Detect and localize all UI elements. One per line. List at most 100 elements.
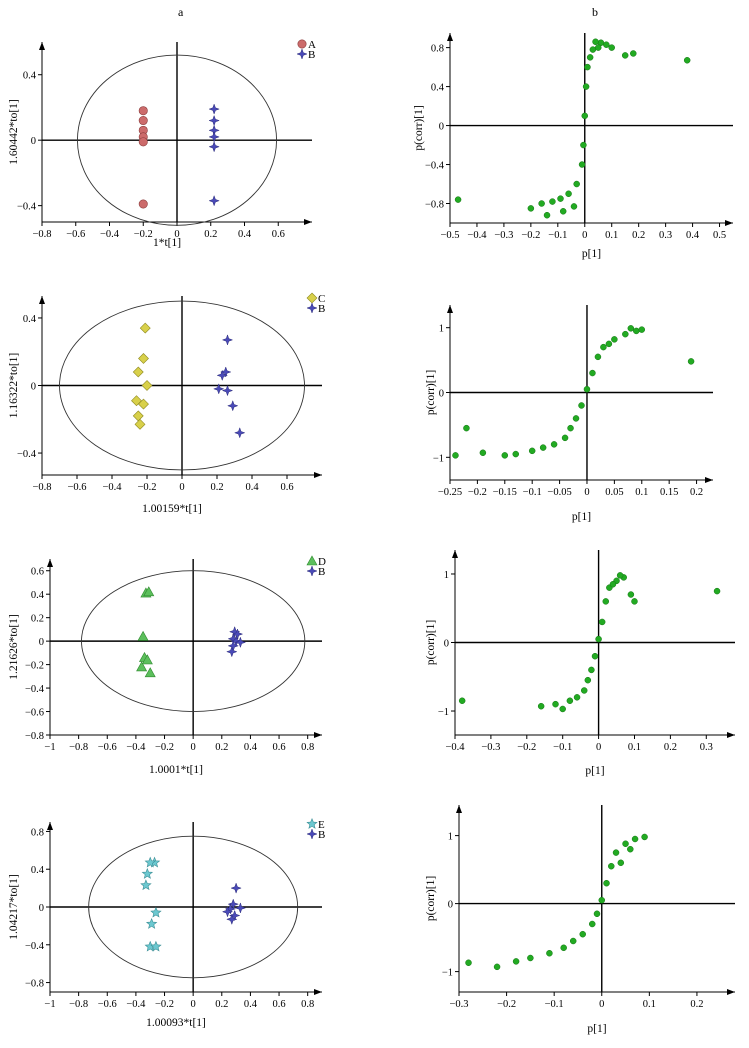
x-tick-label: −0.3 [449,999,468,1010]
panel-label-a: a [178,5,184,19]
x-tick-label: −0.2 [134,229,153,240]
x-axis-arrow [314,732,322,738]
hotelling-ellipse [81,570,306,712]
data-point [132,366,144,378]
legend-label-B: B [318,303,325,315]
x-tick-label: 0.1 [643,999,656,1010]
data-point [612,849,620,856]
legend-marker-B [306,828,318,840]
data-point [588,666,595,674]
y-tick-label: 0.4 [23,71,37,82]
series-1 [465,833,648,971]
x-tick-label: 0.4 [686,230,700,241]
x-tick-label: −0.4 [467,230,487,241]
data-point [627,325,635,332]
y-axis-arrow [39,296,45,304]
x-axis-arrow [304,219,312,225]
x-tick-label: 0 [179,482,184,493]
data-point [609,581,617,588]
x-tick-label: 0 [191,999,196,1010]
data-point [713,587,721,595]
x-tick-label: 0.05 [605,487,623,498]
legend-label-C: C [318,293,325,305]
data-point [141,380,153,391]
x-tick-label: 0 [599,999,604,1010]
data-point [567,424,574,432]
data-point [578,161,586,168]
data-point [621,52,629,59]
data-point [630,50,637,57]
data-point [234,636,247,649]
data-point [581,112,589,120]
data-point [221,905,234,918]
x-axis-title: p[1] [585,765,604,777]
legend-label-B: B [318,566,325,578]
x-tick-label: −0.2 [521,230,540,241]
x-tick-label: 0.2 [215,999,228,1010]
data-point [595,635,602,643]
y-axis-arrow [47,822,53,830]
x-tick-label: 0.6 [280,482,293,493]
x-tick-label: 0.15 [660,487,678,498]
x-axis-arrow [727,989,735,995]
data-point [578,402,585,409]
legend-label-D: D [318,556,326,568]
y-tick-label: −0.8 [25,979,44,990]
x-tick-label: −0.5 [440,230,459,241]
y-tick-label: 0 [439,389,444,400]
x-tick-label: 0.2 [215,742,228,753]
legend-marker-B [306,302,318,314]
data-point [144,856,156,868]
y-axis-title: 1.04217*to[1] [8,874,20,939]
series-D [136,586,156,678]
x-tick-label: −0.8 [69,742,88,753]
y-tick-label: −0.4 [25,941,45,952]
y-tick-label: 0 [31,382,36,393]
chart-1: −0.8 −0.6 −0.4 −0.2 0 0.2 0.4 0.6 −0.4 0 0.4 1*t[1]… [8,39,316,249]
x-tick-label: −0.2 [155,999,174,1010]
data-point [633,327,640,335]
x-tick-label: 0 [191,742,196,753]
x-tick-label: 0.1 [605,230,618,241]
data-point [138,137,148,147]
data-point [565,190,572,198]
x-tick-label: 0.5 [713,230,726,241]
y-axis-arrow [447,305,453,313]
x-tick-label: 0.3 [700,742,713,753]
legend-label-B: B [318,829,325,841]
y-tick-label: −1 [438,707,449,718]
data-point [550,441,558,448]
series-B [208,103,220,207]
x-tick-label: −0.1 [553,742,572,753]
y-axis-title: p(corr)[1] [425,620,437,665]
data-point [137,630,149,641]
y-tick-label: −0.2 [25,661,44,672]
data-point [138,199,148,209]
y-axis-arrow [39,42,45,50]
data-point [593,910,601,918]
chart-8: −0.3 −0.2 −0.1 0 0.1 0.2 −1 0 1 p[1] p(corr)[1] [425,805,735,1035]
data-point [584,63,591,71]
x-tick-label: 0.6 [272,229,285,240]
data-point [458,697,466,704]
data-point [566,697,574,704]
data-point [569,937,577,945]
x-tick-label: −0.6 [98,742,117,753]
x-tick-label: −0.2 [468,487,487,498]
y-tick-label: 0 [39,637,44,648]
y-axis-title: 1.16322*to[1] [8,353,20,418]
y-tick-label: 0.4 [23,314,37,325]
x-tick-label: −0.4 [100,229,120,240]
y-tick-label: 0.2 [31,614,44,625]
series-B [212,334,246,439]
data-point [627,591,635,598]
data-point [479,449,487,457]
legend-label-A: A [308,39,316,51]
data-point [687,358,695,365]
data-point [572,415,580,422]
data-point [143,586,155,597]
data-point [608,44,615,51]
x-tick-label: 0.2 [210,482,223,493]
data-point [221,334,234,346]
data-point [543,211,551,219]
